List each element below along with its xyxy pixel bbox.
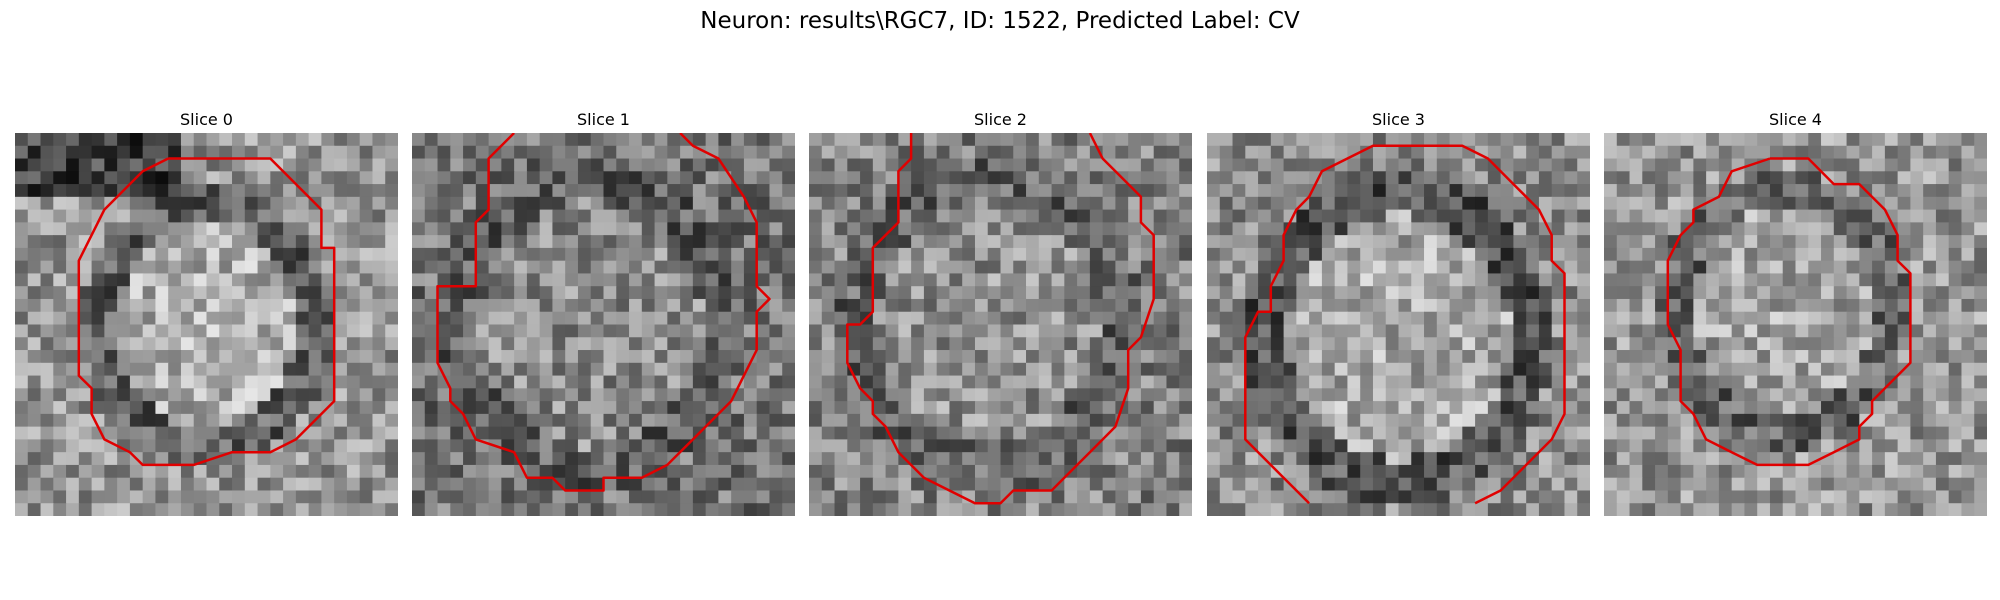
slice-1-svg (412, 133, 795, 516)
slice-4-label: Slice 4 (1769, 110, 1822, 129)
slice-1-image (412, 133, 795, 516)
slice-1-label: Slice 1 (577, 110, 630, 129)
slice-4-svg (1604, 133, 1987, 516)
segmentation-contour (846, 133, 1155, 505)
slice-4-image (1604, 133, 1987, 516)
segmentation-contour (77, 157, 336, 467)
slice-2-svg (809, 133, 1192, 516)
pixel-grid (1604, 133, 1987, 516)
slice-0-label: Slice 0 (180, 110, 233, 129)
segmentation-contour (1244, 144, 1566, 505)
slice-3-image (1207, 133, 1590, 516)
pixel-grid (412, 133, 795, 516)
slice-0-image (15, 133, 398, 516)
slice-0-svg (15, 133, 398, 516)
pixel-grid (15, 133, 398, 516)
slice-2-image (809, 133, 1192, 516)
slice-2-label: Slice 2 (974, 110, 1027, 129)
segmentation-contour (436, 133, 771, 492)
segmentation-contour (1666, 157, 1912, 467)
pixel-grid (809, 133, 1192, 516)
figure-title: Neuron: results\RGC7, ID: 1522, Predicte… (700, 8, 1300, 34)
slice-3-svg (1207, 133, 1590, 516)
slice-3-label: Slice 3 (1372, 110, 1425, 129)
